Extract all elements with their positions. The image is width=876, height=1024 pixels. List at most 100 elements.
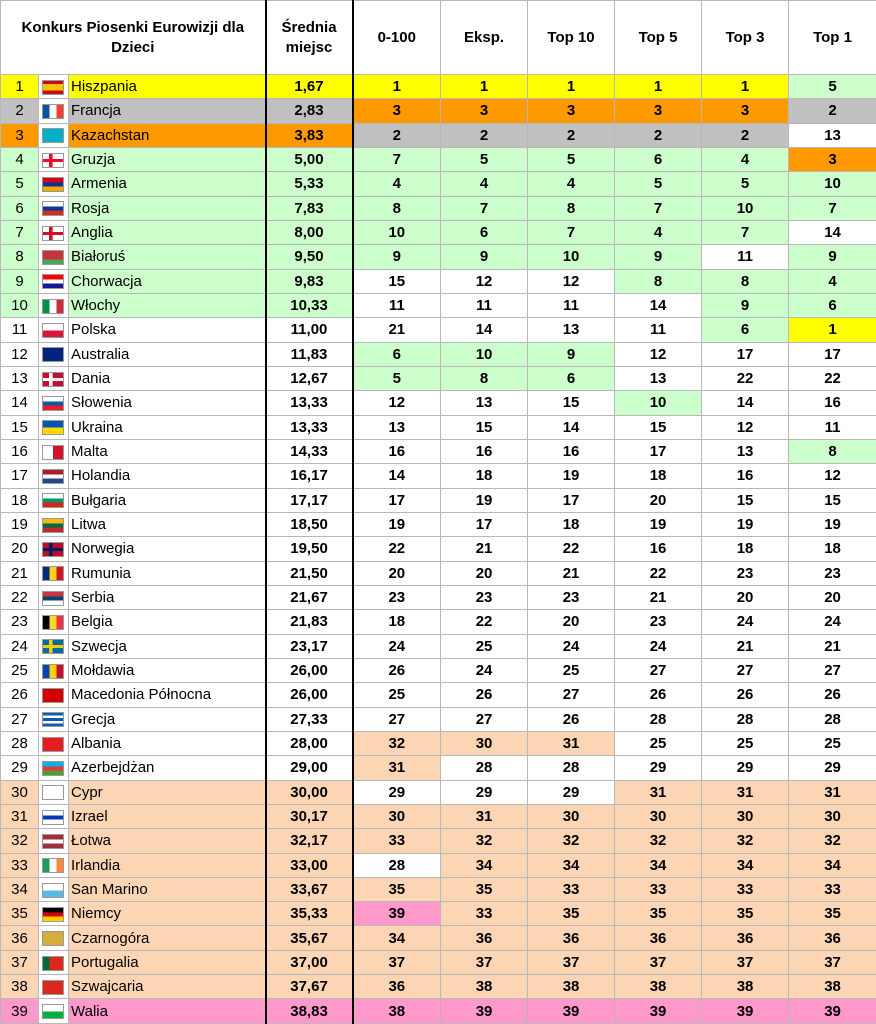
score: 5 [440, 146, 529, 173]
country: Szwajcaria [67, 974, 267, 1000]
score: 31 [614, 779, 703, 805]
score: 25 [614, 730, 703, 757]
flag [42, 79, 64, 95]
flag-cell [38, 268, 69, 294]
rank: 6 [0, 195, 39, 221]
score: 2 [527, 122, 616, 148]
flag-cell [38, 317, 69, 343]
flag-cell [38, 195, 69, 221]
table-row: 34 San Marino 33,67 35 35 33 33 33 33 [0, 876, 876, 903]
table-row: 21 Rumunia 21,50 20 20 21 22 23 23 [0, 560, 876, 586]
score: 16 [788, 390, 876, 416]
table-row: 25 Mołdawia 26,00 26 24 25 27 27 27 [0, 657, 876, 684]
country: Macedonia Północna [67, 682, 267, 708]
score: 7 [527, 219, 616, 246]
average: 17,17 [265, 487, 354, 513]
score: 4 [527, 171, 616, 197]
column-header: Eksp. [440, 0, 529, 75]
score: 7 [440, 195, 529, 221]
country: Bułgaria [67, 487, 267, 513]
score: 9 [440, 244, 529, 270]
country: Serbia [67, 584, 267, 611]
rank: 30 [0, 779, 39, 805]
score: 22 [614, 560, 703, 586]
score: 18 [352, 609, 442, 635]
flag-cell [38, 609, 69, 635]
flag [42, 858, 64, 874]
score: 15 [440, 414, 529, 440]
country: Czarnogóra [67, 925, 267, 951]
table-row: 22 Serbia 21,67 23 23 23 21 20 20 [0, 584, 876, 611]
table-row: 31 Izrael 30,17 30 31 30 30 30 30 [0, 803, 876, 830]
score: 35 [701, 901, 790, 927]
score: 15 [352, 268, 442, 294]
score: 22 [440, 609, 529, 635]
score: 13 [701, 438, 790, 465]
score: 1 [527, 73, 616, 100]
score: 37 [788, 949, 876, 976]
score: 6 [788, 292, 876, 319]
score: 27 [788, 657, 876, 684]
country: Australia [67, 341, 267, 367]
score: 33 [527, 876, 616, 903]
rank: 36 [0, 925, 39, 951]
table-row: 5 Armenia 5,33 4 4 4 5 5 10 [0, 171, 876, 197]
score: 23 [527, 584, 616, 611]
flag [42, 322, 64, 338]
country: Holandia [67, 463, 267, 489]
flag-cell [38, 925, 69, 951]
rank: 34 [0, 876, 39, 903]
rank: 20 [0, 536, 39, 562]
score: 32 [614, 828, 703, 854]
table-row: 23 Belgia 21,83 18 22 20 23 24 24 [0, 609, 876, 635]
flag-cell [38, 755, 69, 781]
average: 23,17 [265, 633, 354, 659]
score: 34 [352, 925, 442, 951]
score: 15 [614, 414, 703, 440]
score: 21 [701, 633, 790, 659]
score: 23 [701, 560, 790, 586]
rank: 33 [0, 852, 39, 878]
score: 19 [527, 463, 616, 489]
score: 6 [440, 219, 529, 246]
country: Dania [67, 365, 267, 392]
rank: 4 [0, 146, 39, 173]
score: 30 [440, 730, 529, 757]
table-row: 3 Kazachstan 3,83 2 2 2 2 2 13 [0, 122, 876, 148]
score: 19 [614, 511, 703, 538]
flag [42, 906, 64, 922]
table-row: 8 Białoruś 9,50 9 9 10 9 11 9 [0, 244, 876, 270]
score: 29 [352, 779, 442, 805]
header-row: Konkurs Piosenki Eurowizji dla Dzieci Śre… [0, 0, 876, 75]
flag-cell [38, 974, 69, 1000]
score: 8 [352, 195, 442, 221]
country: Gruzja [67, 146, 267, 173]
flag [42, 104, 64, 120]
table-row: 39 Walia 38,83 38 39 39 39 39 39 [0, 998, 876, 1024]
flag-cell [38, 682, 69, 708]
average: 35,67 [265, 925, 354, 951]
column-header: Średnia miejsc [265, 0, 354, 75]
country: Anglia [67, 219, 267, 246]
rank: 10 [0, 292, 39, 319]
country: Rumunia [67, 560, 267, 586]
score: 34 [527, 852, 616, 878]
average: 35,33 [265, 901, 354, 927]
average: 18,50 [265, 511, 354, 538]
score: 31 [352, 755, 442, 781]
table-row: 6 Rosja 7,83 8 7 8 7 10 7 [0, 195, 876, 221]
flag [42, 347, 64, 363]
score: 25 [440, 633, 529, 659]
table-row: 38 Szwajcaria 37,67 36 38 38 38 38 38 [0, 974, 876, 1000]
country: Polska [67, 317, 267, 343]
country: Szwecja [67, 633, 267, 659]
rank: 7 [0, 219, 39, 246]
score: 39 [352, 901, 442, 927]
table-row: 27 Grecja 27,33 27 27 26 28 28 28 [0, 706, 876, 732]
column-header: Top 10 [527, 0, 616, 75]
rank: 22 [0, 584, 39, 611]
rank: 19 [0, 511, 39, 538]
flag [42, 736, 64, 752]
score: 21 [440, 536, 529, 562]
